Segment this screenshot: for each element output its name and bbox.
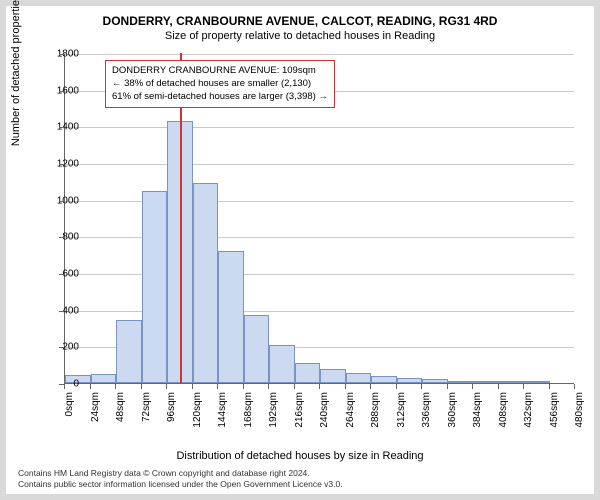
x-tick-mark: [498, 384, 499, 389]
footer-line2: Contains public sector information licen…: [18, 479, 343, 490]
x-tick-label: 192sqm: [268, 392, 279, 432]
histogram-bar: [91, 374, 117, 383]
footer-line1: Contains HM Land Registry data © Crown c…: [18, 468, 343, 479]
histogram-bar: [524, 381, 550, 383]
x-tick-label: 312sqm: [396, 392, 407, 432]
plot-area: DONDERRY CRANBOURNE AVENUE: 109sqm ← 38%…: [64, 54, 574, 384]
histogram-bar: [218, 251, 244, 383]
y-tick-mark: [59, 127, 64, 128]
x-tick-mark: [345, 384, 346, 389]
x-tick-label: 216sqm: [294, 392, 305, 432]
x-tick-mark: [217, 384, 218, 389]
x-tick-label: 336sqm: [421, 392, 432, 432]
x-tick-mark: [472, 384, 473, 389]
x-tick-label: 384sqm: [472, 392, 483, 432]
grid-line: [65, 127, 574, 128]
annotation-line1: DONDERRY CRANBOURNE AVENUE: 109sqm: [112, 65, 328, 78]
x-tick-mark: [243, 384, 244, 389]
x-tick-label: 456sqm: [549, 392, 560, 432]
x-tick-mark: [268, 384, 269, 389]
y-tick-mark: [59, 237, 64, 238]
x-tick-mark: [90, 384, 91, 389]
x-tick-mark: [319, 384, 320, 389]
x-tick-label: 240sqm: [319, 392, 330, 432]
x-tick-mark: [294, 384, 295, 389]
x-tick-label: 168sqm: [243, 392, 254, 432]
x-tick-label: 48sqm: [115, 392, 126, 432]
x-tick-label: 120sqm: [192, 392, 203, 432]
x-tick-label: 96sqm: [166, 392, 177, 432]
histogram-bar: [371, 376, 397, 383]
x-tick-label: 0sqm: [64, 392, 75, 432]
histogram-bar: [244, 315, 270, 383]
histogram-bar: [448, 381, 474, 383]
x-tick-mark: [141, 384, 142, 389]
y-tick-mark: [59, 54, 64, 55]
x-tick-mark: [549, 384, 550, 389]
x-tick-mark: [421, 384, 422, 389]
x-tick-label: 144sqm: [217, 392, 228, 432]
x-axis-label: Distribution of detached houses by size …: [6, 450, 594, 462]
x-tick-mark: [115, 384, 116, 389]
x-tick-label: 288sqm: [370, 392, 381, 432]
x-tick-label: 360sqm: [447, 392, 458, 432]
histogram-bar: [473, 381, 499, 383]
chart-outer: DONDERRY, CRANBOURNE AVENUE, CALCOT, REA…: [0, 0, 600, 500]
x-tick-mark: [396, 384, 397, 389]
x-tick-label: 72sqm: [141, 392, 152, 432]
histogram-bar: [397, 378, 423, 383]
x-tick-label: 480sqm: [574, 392, 585, 432]
y-tick-mark: [59, 347, 64, 348]
histogram-bar: [320, 369, 346, 383]
annotation-line2: ← 38% of detached houses are smaller (2,…: [112, 78, 328, 91]
footer-text: Contains HM Land Registry data © Crown c…: [18, 468, 343, 490]
histogram-bar: [295, 363, 321, 383]
chart-inner: DONDERRY, CRANBOURNE AVENUE, CALCOT, REA…: [6, 6, 594, 494]
x-tick-mark: [574, 384, 575, 389]
y-axis-label: Number of detached properties: [10, 0, 22, 146]
histogram-bar: [116, 320, 142, 383]
annotation-line3: 61% of semi-detached houses are larger (…: [112, 91, 328, 104]
annotation-box: DONDERRY CRANBOURNE AVENUE: 109sqm ← 38%…: [105, 60, 335, 108]
histogram-bar: [269, 345, 295, 384]
y-tick-mark: [59, 201, 64, 202]
histogram-bar: [142, 191, 168, 384]
x-tick-mark: [64, 384, 65, 389]
x-tick-mark: [523, 384, 524, 389]
y-tick-mark: [59, 164, 64, 165]
x-tick-mark: [166, 384, 167, 389]
grid-line: [65, 164, 574, 165]
chart-title-main: DONDERRY, CRANBOURNE AVENUE, CALCOT, REA…: [6, 6, 594, 28]
x-tick-mark: [192, 384, 193, 389]
x-tick-label: 24sqm: [90, 392, 101, 432]
histogram-bar: [346, 373, 372, 383]
y-tick-mark: [59, 91, 64, 92]
x-tick-label: 408sqm: [498, 392, 509, 432]
y-tick-mark: [59, 274, 64, 275]
grid-line: [65, 54, 574, 55]
histogram-bar: [499, 381, 525, 383]
x-tick-label: 264sqm: [345, 392, 356, 432]
x-tick-mark: [370, 384, 371, 389]
histogram-bar: [422, 379, 448, 383]
x-tick-label: 432sqm: [523, 392, 534, 432]
y-tick-mark: [59, 311, 64, 312]
histogram-bar: [193, 183, 219, 383]
x-tick-mark: [447, 384, 448, 389]
chart-title-sub: Size of property relative to detached ho…: [6, 28, 594, 42]
